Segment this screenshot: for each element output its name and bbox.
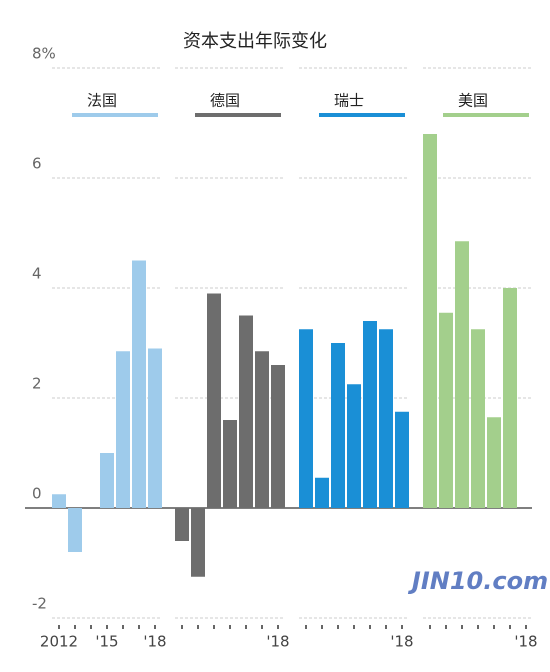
bar <box>315 477 329 508</box>
bar <box>239 315 253 508</box>
bar <box>100 453 114 508</box>
x-tick-label: '18 <box>266 633 289 651</box>
y-tick-label: -2 <box>32 595 47 613</box>
y-tick-label: 6 <box>32 155 42 173</box>
bar <box>379 329 393 508</box>
x-tick-label: '15 <box>95 633 118 651</box>
bar <box>255 351 269 508</box>
bar <box>223 420 237 508</box>
legend-label: 瑞士 <box>334 92 364 110</box>
bar <box>487 417 501 508</box>
bar <box>299 329 313 508</box>
y-tick-label: 0 <box>32 485 42 503</box>
bar <box>52 494 66 508</box>
bar <box>207 293 221 508</box>
bar <box>347 384 361 508</box>
bar <box>439 312 453 508</box>
x-tick-label: 2012 <box>40 633 78 651</box>
y-tick-label: 8% <box>32 45 56 63</box>
bar <box>271 365 285 508</box>
watermark: JIN10.com <box>408 567 548 595</box>
chart-title: 资本支出年际变化 <box>183 31 327 52</box>
bar <box>175 508 189 541</box>
x-tick-label: '18 <box>514 633 537 651</box>
bar <box>395 411 409 508</box>
x-tick-label: '18 <box>143 633 166 651</box>
x-tick-label: '18 <box>390 633 413 651</box>
bar <box>191 508 205 577</box>
bar <box>116 351 130 508</box>
bar <box>132 260 146 508</box>
bar <box>148 348 162 508</box>
bar <box>68 508 82 552</box>
legend-label: 德国 <box>210 92 240 110</box>
y-tick-label: 2 <box>32 375 42 393</box>
legend-label: 美国 <box>458 92 488 110</box>
bar <box>331 343 345 508</box>
legend-label: 法国 <box>87 92 117 110</box>
bar <box>455 241 469 508</box>
bar <box>503 288 517 508</box>
bar <box>471 329 485 508</box>
bar <box>423 134 437 508</box>
bar <box>363 321 377 508</box>
y-tick-label: 4 <box>32 265 42 283</box>
